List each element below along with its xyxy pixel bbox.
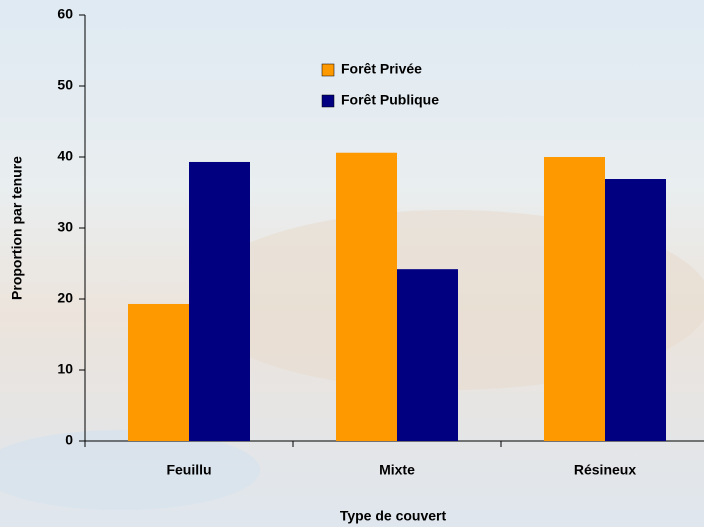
bar (336, 153, 397, 441)
x-axis-label: Type de couvert (340, 508, 447, 524)
x-tick-label: Feuillu (166, 462, 211, 478)
x-tick-label: Résineux (574, 462, 636, 478)
chart: Type de couvert Proportion par tenure 0 1… (0, 0, 704, 527)
y-tick-label: 50 (57, 77, 73, 93)
y-tick-label: 60 (57, 6, 73, 22)
bar (189, 162, 250, 441)
bar (397, 269, 458, 441)
y-tick-label: 40 (57, 148, 73, 164)
y-tick-label: 0 (65, 432, 73, 448)
x-tick-label: Mixte (379, 462, 415, 478)
bar (605, 179, 666, 441)
bar (544, 157, 605, 441)
y-tick-label: 30 (57, 219, 73, 235)
legend-swatch (322, 64, 334, 76)
legend-label: Forêt Publique (341, 92, 439, 108)
bar (128, 304, 189, 441)
y-tick-label: 20 (57, 290, 73, 306)
legend-label: Forêt Privée (341, 61, 422, 77)
y-tick-label: 10 (57, 361, 73, 377)
legend-swatch (322, 95, 334, 107)
y-axis-label: Proportion par tenure (9, 156, 25, 300)
